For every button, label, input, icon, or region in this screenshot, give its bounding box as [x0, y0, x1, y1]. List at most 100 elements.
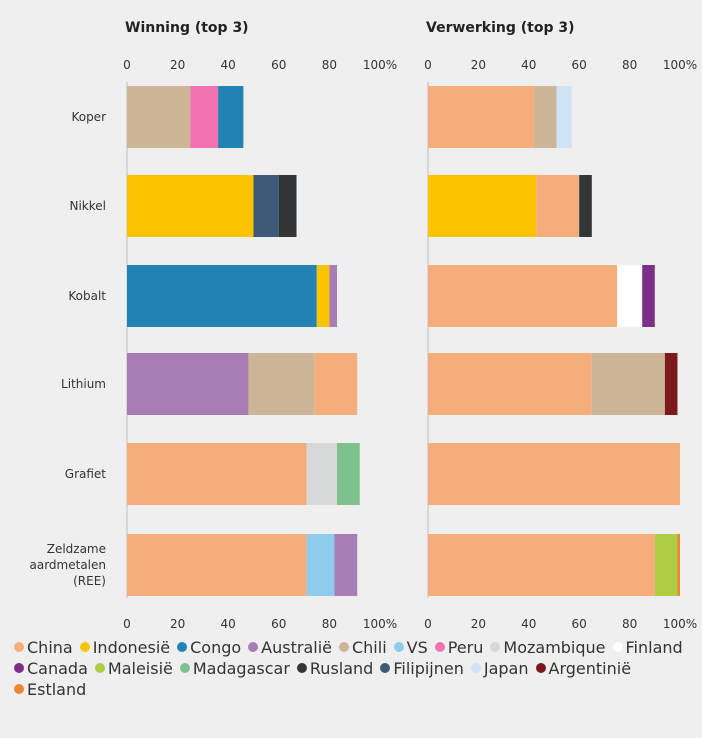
legend-marker-icon	[380, 663, 391, 673]
winning-tick-top: 0	[123, 58, 131, 72]
winning-tick-bottom: 0	[123, 617, 131, 631]
winning-bar-segment	[248, 353, 315, 415]
verwerking-bar-segment	[428, 175, 537, 237]
winning-bar-segment	[314, 353, 358, 415]
verwerking-tick-bottom: 0	[424, 617, 432, 631]
verwerking-tick-top: 80	[622, 58, 637, 72]
legend-label: Maleisië	[107, 659, 173, 678]
legend-item: Canada	[14, 658, 88, 679]
winning-tick-top: 100%	[363, 58, 397, 72]
legend-item: Japan	[470, 658, 529, 679]
verwerking-bar-segment	[536, 175, 580, 237]
legend-marker-icon	[612, 642, 623, 652]
legend-item: Congo	[177, 637, 241, 658]
legend-label: Argentinië	[548, 659, 632, 678]
legend-label: China	[27, 638, 73, 657]
category-label: Kobalt	[68, 289, 106, 303]
verwerking-bar-segment	[664, 353, 678, 415]
verwerking-tick-top: 20	[471, 58, 486, 72]
legend-item: Rusland	[296, 658, 374, 679]
verwerking-tick-bottom: 40	[521, 617, 536, 631]
verwerking-bar-segment	[677, 534, 680, 596]
winning-title: Winning (top 3)	[125, 20, 249, 36]
verwerking-tick-bottom: 80	[622, 617, 637, 631]
legend-marker-icon	[393, 642, 404, 652]
legend-label: Madagascar	[192, 659, 290, 678]
legend-marker-icon	[248, 642, 259, 652]
winning-tick-top: 40	[221, 58, 236, 72]
category-label: Zeldzame	[47, 542, 106, 556]
legend-label: Congo	[190, 638, 242, 657]
winning-bar-segment	[218, 86, 244, 148]
legend-marker-icon	[79, 642, 90, 652]
verwerking-tick-top: 40	[521, 58, 536, 72]
winning-bar-segment	[190, 86, 219, 148]
verwerking-tick-bottom: 20	[471, 617, 486, 631]
verwerking-bar-segment	[642, 265, 655, 327]
verwerking-bar-segment	[428, 443, 680, 505]
verwerking-tick-bottom: 100%	[663, 617, 697, 631]
legend-marker-icon	[338, 642, 349, 652]
verwerking-bar-segment	[428, 534, 655, 596]
category-label: Grafiet	[65, 467, 107, 481]
winning-bar-segment	[127, 443, 307, 505]
legend-marker-icon	[94, 663, 105, 673]
legend-label: Peru	[447, 638, 484, 657]
verwerking-title: Verwerking (top 3)	[426, 20, 575, 36]
legend-label: Japan	[483, 659, 529, 678]
legend: China Indonesië Congo Australië Chili VS Peru M…	[14, 637, 702, 700]
winning-bar-segment	[127, 175, 254, 237]
winning-bar-segment	[306, 443, 337, 505]
legend-marker-icon	[14, 663, 24, 673]
legend-label: VS	[406, 638, 428, 657]
legend-label: Finland	[625, 638, 683, 657]
legend-item: Indonesië	[79, 637, 171, 658]
verwerking-tick-bottom: 60	[572, 617, 587, 631]
verwerking-bar-segment	[654, 534, 678, 596]
winning-bar-segment	[127, 86, 191, 148]
legend-marker-icon	[535, 663, 546, 673]
legend-item: Filipijnen	[380, 658, 464, 679]
legend-label: Chili	[351, 638, 387, 657]
winning-tick-top: 60	[271, 58, 286, 72]
legend-marker-icon	[434, 642, 445, 652]
winning-bar-segment	[329, 265, 337, 327]
category-label: Nikkel	[70, 199, 107, 213]
winning-tick-bottom: 80	[322, 617, 337, 631]
winning-bar-segment	[336, 443, 360, 505]
legend-item: Australië	[248, 637, 332, 658]
legend-label: Canada	[27, 659, 88, 678]
verwerking-bar-segment	[428, 353, 592, 415]
legend-label: Australië	[261, 638, 332, 657]
winning-tick-top: 80	[322, 58, 337, 72]
legend-label: Mozambique	[503, 638, 606, 657]
category-label: (REE)	[73, 574, 106, 588]
legend-marker-icon	[490, 642, 501, 652]
winning-tick-bottom: 40	[221, 617, 236, 631]
legend-marker-icon	[296, 663, 307, 673]
winning-bar-segment	[127, 265, 317, 327]
verwerking-tick-top: 100%	[663, 58, 697, 72]
legend-item: Mozambique	[490, 637, 606, 658]
winning-tick-bottom: 20	[170, 617, 185, 631]
legend-marker-icon	[14, 684, 24, 694]
legend-label: Rusland	[309, 659, 374, 678]
verwerking-tick-top: 60	[572, 58, 587, 72]
winning-tick-bottom: 100%	[363, 617, 397, 631]
verwerking-bar-segment	[556, 86, 572, 148]
legend-label: Indonesië	[92, 638, 171, 657]
verwerking-bar-segment	[533, 86, 557, 148]
category-label: Koper	[71, 110, 106, 124]
verwerking-bar-segment	[591, 353, 665, 415]
winning-tick-top: 20	[170, 58, 185, 72]
winning-bar-segment	[278, 175, 297, 237]
legend-item: Maleisië	[94, 658, 173, 679]
legend-item: Estland	[14, 679, 86, 700]
verwerking-bar-segment	[428, 86, 534, 148]
verwerking-bar-segment	[428, 265, 617, 327]
legend-marker-icon	[470, 663, 481, 673]
legend-item: Madagascar	[179, 658, 290, 679]
legend-item: Argentinië	[535, 658, 632, 679]
winning-bar-segment	[253, 175, 279, 237]
